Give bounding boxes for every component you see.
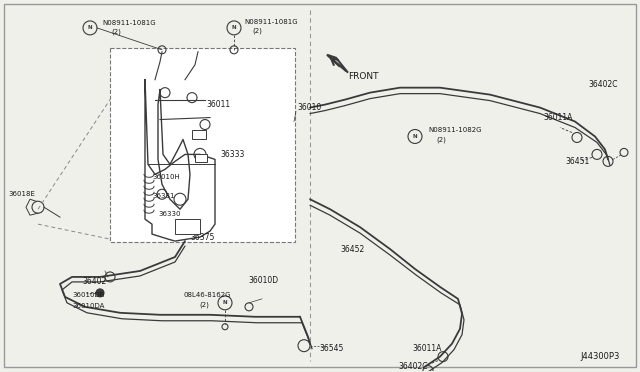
Text: 08L46-8162G: 08L46-8162G [183, 292, 230, 298]
Text: N: N [223, 300, 227, 305]
Text: 36011A: 36011A [543, 113, 572, 122]
Text: (2): (2) [252, 28, 262, 34]
Text: (2): (2) [199, 302, 209, 308]
Text: 36330: 36330 [158, 211, 180, 217]
Text: N08911-1081G: N08911-1081G [244, 19, 298, 25]
Text: 36402C: 36402C [588, 80, 618, 89]
Text: 36451: 36451 [565, 157, 589, 166]
Text: N08911-1082G: N08911-1082G [428, 126, 481, 132]
Text: 36018E: 36018E [8, 191, 35, 197]
Text: N: N [232, 25, 236, 31]
Text: 36010DA: 36010DA [72, 303, 104, 309]
Text: (2): (2) [111, 29, 121, 35]
Bar [192, 129, 206, 140]
Text: 36452: 36452 [340, 244, 364, 254]
Text: 36010D: 36010D [248, 276, 278, 285]
Text: 36402C: 36402C [398, 362, 428, 371]
Text: J44300P3: J44300P3 [580, 352, 620, 361]
Bar [175, 219, 200, 234]
Bar [195, 154, 207, 162]
Text: 36545: 36545 [319, 344, 344, 353]
Text: N08911-1081G: N08911-1081G [102, 20, 156, 26]
Bar [110, 48, 295, 242]
Text: FRONT: FRONT [348, 72, 378, 81]
Text: 36011A: 36011A [412, 344, 442, 353]
Text: 36010H: 36010H [152, 174, 180, 180]
Text: 36331: 36331 [152, 193, 175, 199]
Text: 36375: 36375 [190, 232, 214, 241]
Text: 36402: 36402 [82, 278, 106, 286]
Text: 36010: 36010 [297, 103, 321, 112]
Text: (2): (2) [436, 136, 446, 143]
Text: 36333: 36333 [220, 150, 244, 159]
Text: N: N [413, 134, 417, 139]
Text: N: N [88, 25, 92, 31]
Text: 36011: 36011 [206, 100, 230, 109]
Circle shape [96, 289, 104, 297]
Text: 36010DB: 36010DB [72, 292, 104, 298]
